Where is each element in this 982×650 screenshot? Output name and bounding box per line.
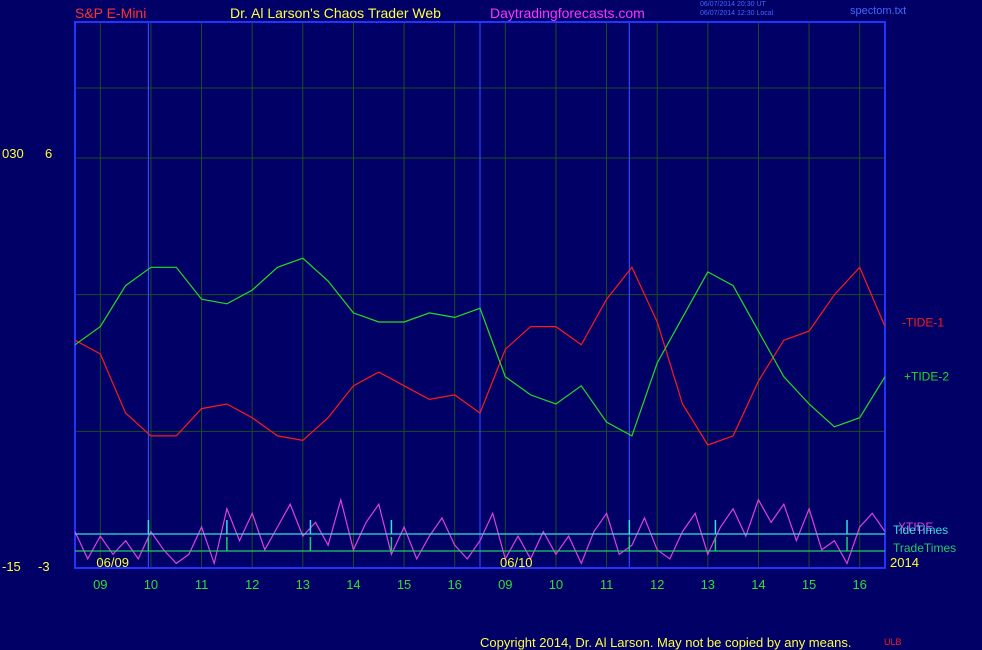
x-tick-label: 15 bbox=[397, 577, 411, 592]
y-label-top-inner: 6 bbox=[45, 146, 52, 161]
y-label-bottom-inner: -3 bbox=[38, 559, 50, 574]
x-tick-label: 14 bbox=[346, 577, 360, 592]
trade-times-label: TradeTimes bbox=[893, 541, 956, 555]
site-title: Dr. Al Larson's Chaos Trader Web bbox=[230, 5, 441, 21]
series-line-tide2 bbox=[74, 257, 886, 437]
series-label-tide2: +TIDE-2 bbox=[904, 370, 949, 384]
x-tick-label: 10 bbox=[549, 577, 563, 592]
x-tick-label: 09 bbox=[498, 577, 512, 592]
x-tick-label: 11 bbox=[600, 577, 614, 592]
x-tick-label: 13 bbox=[701, 577, 715, 592]
x-tick-label: 11 bbox=[195, 577, 209, 592]
plot-frame bbox=[74, 21, 886, 569]
footer-tag: ULB bbox=[884, 637, 902, 647]
copyright: Copyright 2014, Dr. Al Larson. May not b… bbox=[480, 635, 852, 650]
date-label-day2: 06/10 bbox=[500, 555, 533, 570]
x-tick-label: 09 bbox=[93, 577, 107, 592]
site-url[interactable]: Daytradingforecasts.com bbox=[490, 5, 645, 21]
x-tick-label: 12 bbox=[650, 577, 664, 592]
y-label-bottom-outer: -15 bbox=[2, 559, 21, 574]
tide-times-label: TideTimes bbox=[893, 523, 948, 537]
series-label-tide1: -TIDE-1 bbox=[902, 316, 944, 330]
x-tick-label: 15 bbox=[802, 577, 816, 592]
source-file: spectom.txt bbox=[850, 5, 907, 17]
x-tick-label: 16 bbox=[852, 577, 866, 592]
x-tick-label: 10 bbox=[144, 577, 158, 592]
x-tick-label: 12 bbox=[245, 577, 259, 592]
series-label-xtide: XTIDE bbox=[898, 520, 933, 534]
x-tick-label: 14 bbox=[751, 577, 765, 592]
timestamp-local: 06/07/2014 12:30 Local bbox=[700, 10, 774, 17]
y-label-top-outer: 030 bbox=[2, 146, 24, 161]
date-label-day1: 06/09 bbox=[96, 555, 129, 570]
timestamp-ut: 06/07/2014 20:30 UT bbox=[700, 1, 766, 8]
date-label-year: 2014 bbox=[890, 555, 919, 570]
instrument-title: S&P E-Mini bbox=[75, 5, 147, 21]
x-tick-label: 16 bbox=[447, 577, 461, 592]
series-line-tide1 bbox=[74, 266, 886, 446]
x-tick-label: 13 bbox=[296, 577, 310, 592]
